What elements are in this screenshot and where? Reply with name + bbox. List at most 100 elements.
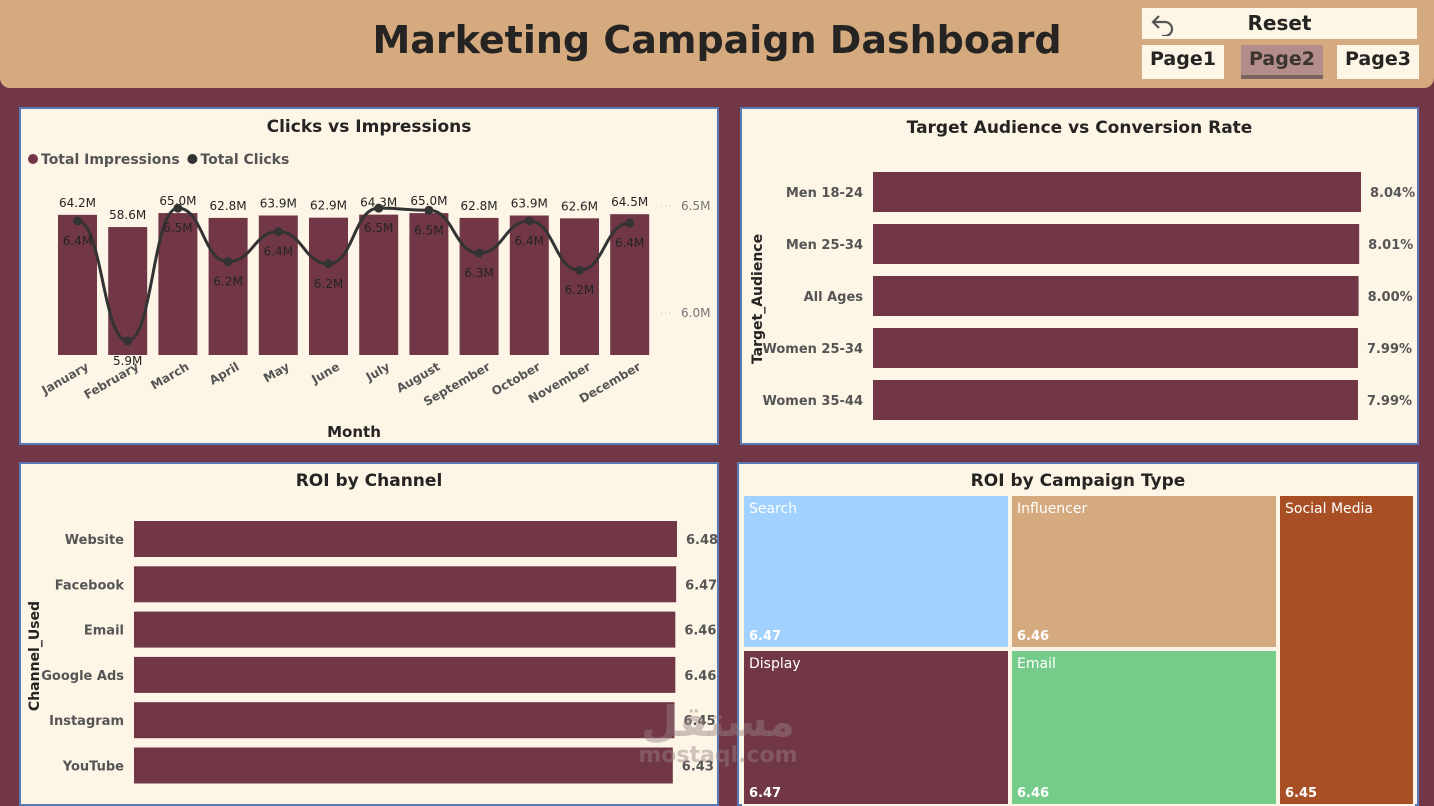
value-label: 8.04% bbox=[1370, 186, 1415, 201]
clicks-data-label: 6.5M bbox=[163, 221, 192, 235]
category-label: Men 25-34 bbox=[786, 238, 863, 253]
roi-campaign-title: ROI by Campaign Type bbox=[970, 471, 1186, 491]
treemap-cell-search[interactable]: Search 6.47 bbox=[742, 494, 1010, 649]
value-label: 6.46 bbox=[684, 624, 716, 639]
clicks-data-label: 6.4M bbox=[615, 236, 644, 250]
category-label: Facebook bbox=[55, 578, 125, 593]
impressions-data-label: 62.8M bbox=[210, 199, 247, 213]
treemap-label: Influencer bbox=[1017, 501, 1088, 517]
category-label: YouTube bbox=[62, 760, 124, 775]
clicks-point bbox=[474, 248, 484, 258]
treemap-label: Display bbox=[749, 656, 801, 672]
clicks-point bbox=[575, 265, 584, 275]
impressions-data-label: 62.9M bbox=[310, 199, 347, 213]
clicks-data-label: 6.2M bbox=[314, 277, 343, 291]
category-label: Website bbox=[65, 533, 124, 548]
category-label: Email bbox=[84, 624, 124, 639]
clicks-point bbox=[73, 216, 82, 226]
undo-icon bbox=[1151, 15, 1174, 36]
impressions-bar bbox=[108, 227, 148, 355]
clicks-impressions-chart: Total Impressions Total Clicks 6.5M 6.0M 64.… bbox=[28, 152, 710, 441]
treemap-cell-display[interactable]: Display 6.47 bbox=[742, 649, 1010, 806]
page2-button[interactable]: Page2 bbox=[1241, 45, 1323, 79]
treemap-value: 6.46 bbox=[1017, 786, 1050, 801]
legend-marker-0 bbox=[28, 154, 38, 164]
x-tick-label: May bbox=[261, 359, 292, 385]
clicks-data-label: 6.2M bbox=[565, 283, 594, 297]
legend-marker-1 bbox=[187, 154, 198, 164]
impressions-data-label: 64.2M bbox=[59, 196, 96, 210]
clicks-data-label: 6.4M bbox=[264, 245, 293, 259]
clicks-impressions-panel: Clicks vs Impressions Total Impressions T… bbox=[19, 107, 719, 445]
bar bbox=[873, 380, 1358, 420]
impressions-bar bbox=[610, 214, 650, 355]
impressions-bar bbox=[309, 217, 348, 355]
treemap-label: Search bbox=[749, 501, 798, 517]
roi-channel-title: ROI by Channel bbox=[295, 471, 443, 491]
clicks-data-label: 6.2M bbox=[213, 275, 242, 289]
clicks-point bbox=[625, 218, 635, 228]
y-axis-title: Channel_Used bbox=[27, 601, 43, 711]
category-label: Women 25-34 bbox=[762, 342, 863, 357]
bar bbox=[134, 656, 676, 693]
bar bbox=[134, 611, 676, 648]
value-label: 6.43 bbox=[682, 760, 714, 775]
clicks-point bbox=[223, 257, 233, 267]
clicks-point bbox=[374, 203, 384, 213]
clicks-point bbox=[324, 259, 333, 269]
impressions-data-label: 64.5M bbox=[611, 195, 648, 209]
category-label: Google Ads bbox=[41, 669, 124, 684]
impressions-bar bbox=[459, 217, 499, 355]
page1-button[interactable]: Page1 bbox=[1142, 45, 1224, 79]
x-tick-label: March bbox=[148, 359, 191, 392]
legend-label-0: Total Impressions bbox=[41, 152, 180, 168]
value-label: 6.48 bbox=[686, 533, 717, 548]
treemap-cell-social-media[interactable]: Social Media 6.45 bbox=[1278, 494, 1415, 806]
clicks-impressions-title: Clicks vs Impressions bbox=[266, 117, 472, 137]
treemap-cell-email[interactable]: Email 6.46 bbox=[1010, 649, 1278, 806]
clicks-data-label: 6.5M bbox=[364, 221, 393, 235]
treemap-value: 6.45 bbox=[1285, 786, 1318, 801]
treemap-cell-influencer[interactable]: Influencer 6.46 bbox=[1010, 494, 1278, 649]
impressions-data-label: 65.0M bbox=[410, 194, 447, 208]
value-label: 7.99% bbox=[1367, 342, 1412, 357]
dashboard-title: Marketing Campaign Dashboard bbox=[372, 18, 1062, 62]
value-label: 6.46 bbox=[684, 669, 716, 684]
category-label: Women 35-44 bbox=[762, 394, 863, 409]
page3-button[interactable]: Page3 bbox=[1337, 45, 1419, 79]
bar bbox=[134, 521, 677, 557]
clicks-point bbox=[524, 216, 534, 226]
category-label: Instagram bbox=[49, 714, 124, 729]
impressions-data-label: 63.9M bbox=[260, 196, 297, 210]
value-label: 6.47 bbox=[685, 578, 717, 593]
x-tick-label: June bbox=[308, 359, 342, 386]
clicks-data-label: 5.9M bbox=[113, 354, 142, 368]
bar bbox=[134, 702, 675, 739]
x-tick-label: April bbox=[207, 359, 242, 387]
category-label: All Ages bbox=[804, 290, 864, 305]
impressions-bar bbox=[560, 218, 599, 355]
clicks-data-label: 6.4M bbox=[515, 234, 544, 248]
impressions-data-label: 64.3M bbox=[360, 196, 397, 210]
target-audience-chart: Men 18-24 8.04% Men 25-34 8.01% All Ages 8.00… bbox=[750, 172, 1415, 420]
treemap-value: 6.47 bbox=[749, 786, 782, 801]
value-label: 7.99% bbox=[1367, 394, 1412, 409]
x-tick-label: July bbox=[363, 359, 393, 384]
value-label: 8.01% bbox=[1368, 238, 1413, 253]
impressions-data-label: 63.9M bbox=[511, 196, 548, 210]
bar bbox=[134, 566, 677, 603]
bar bbox=[134, 747, 673, 784]
roi-channel-panel: ROI by Channel Website 6.48 Facebook 6.47 Em… bbox=[19, 462, 719, 806]
category-label: Men 18-24 bbox=[786, 186, 863, 201]
clicks-data-label: 6.5M bbox=[414, 223, 443, 237]
bar bbox=[873, 276, 1359, 316]
value-label: 8.00% bbox=[1368, 290, 1413, 305]
treemap-label: Social Media bbox=[1285, 501, 1374, 517]
target-audience-panel: Target Audience vs Conversion Rate Men 1… bbox=[740, 107, 1419, 445]
campaign-treemap: Search 6.47 Influencer 6.46 Social Media 6.45… bbox=[742, 494, 1415, 806]
reset-button[interactable]: Reset bbox=[1142, 8, 1417, 39]
impressions-bar bbox=[258, 215, 298, 355]
treemap-label: Email bbox=[1017, 656, 1056, 672]
secondary-tick-1: 6.0M bbox=[681, 306, 710, 320]
impressions-data-label: 62.8M bbox=[461, 199, 498, 213]
